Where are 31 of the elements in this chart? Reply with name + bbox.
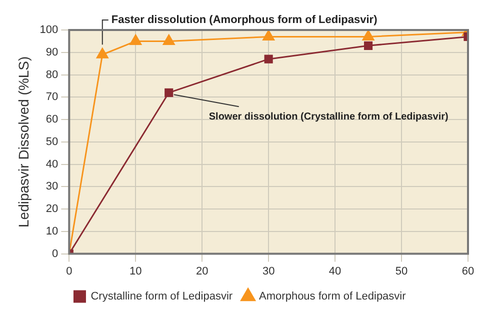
x-tick-label: 20 (196, 265, 208, 278)
y-tick-label: 70 (46, 91, 58, 104)
annotation: Slower dissolution (Crystalline form of Ledipasvir) (208, 111, 448, 122)
y-tick-label: 20 (46, 203, 58, 216)
point (130, 34, 142, 45)
y-tick-label: 10 (46, 225, 58, 238)
y-tick-label: 50 (46, 136, 58, 148)
point (364, 41, 373, 50)
point (162, 34, 175, 45)
y-tick-label: 0 (52, 248, 58, 260)
y-tick-label: 60 (46, 114, 58, 126)
x-tick-label: 10 (130, 265, 142, 278)
annotation: Faster dissolution (Amorphous form of Ledipasvir) (111, 14, 378, 26)
point (164, 88, 174, 97)
y-tick-label: 40 (46, 158, 58, 170)
y-tick-label: 80 (46, 68, 58, 81)
y-tick-label: 100 (40, 24, 58, 36)
x-tick-label: 0 (66, 265, 72, 278)
x-tick-label: 60 (462, 265, 474, 278)
y-tick-label: 90 (46, 46, 58, 58)
point (96, 48, 108, 58)
y-tick-label: 30 (46, 180, 58, 193)
x-tick-label: 50 (395, 265, 408, 278)
point (264, 54, 273, 64)
legend-label: Crystalline form of Ledipasvir (90, 290, 233, 303)
x-tick-label: 40 (328, 265, 342, 278)
x-tick-label: 30 (262, 265, 275, 278)
legend-label: Amorphous form of Ledipasvir (259, 290, 406, 303)
point (362, 30, 374, 40)
point (262, 30, 275, 40)
y-axis-title: Ledipasvir Dissolved (%LS) (15, 56, 32, 228)
